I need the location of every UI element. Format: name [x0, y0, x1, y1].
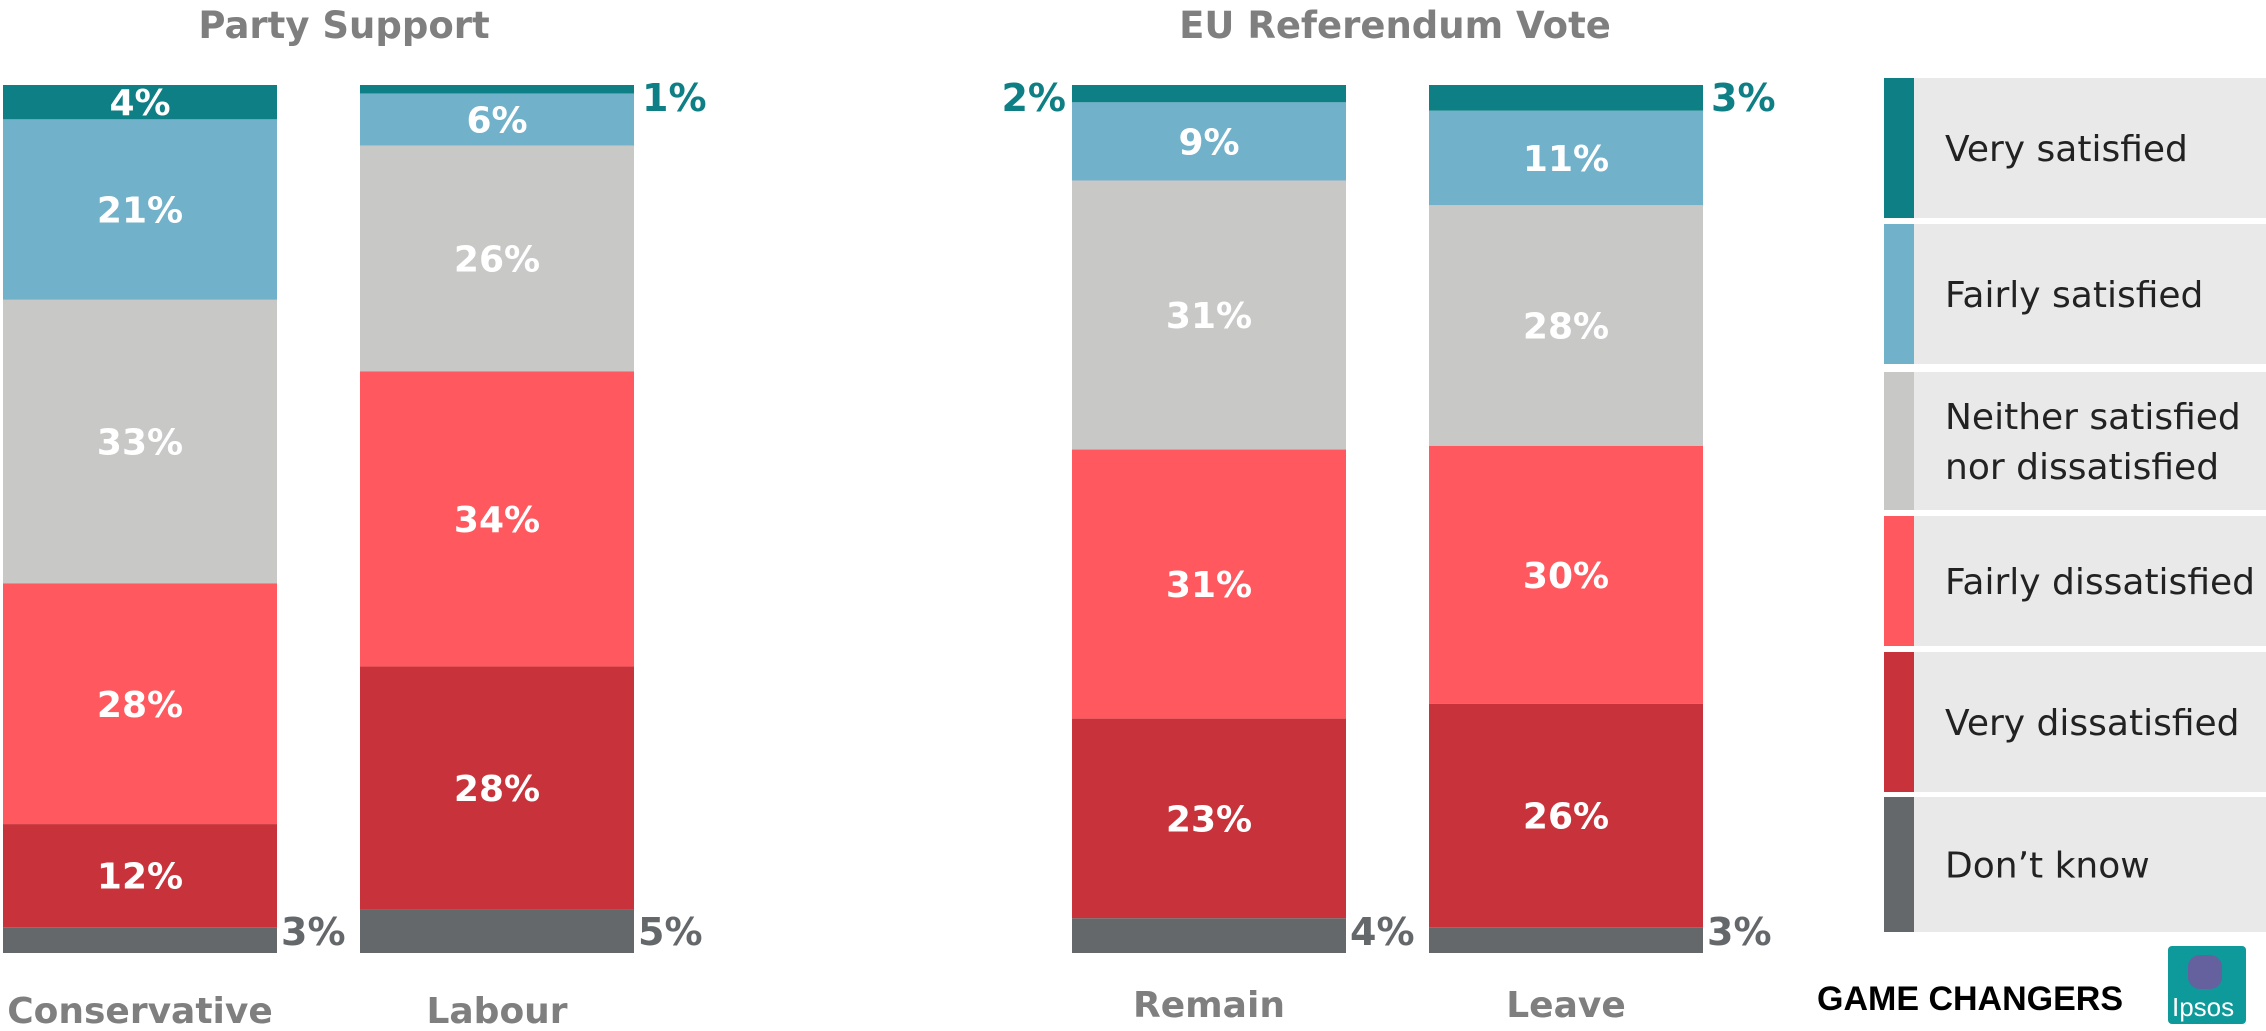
bar-segment-remain-2 — [1072, 180, 1346, 450]
data-label-conservative-2: 33% — [97, 423, 183, 464]
legend-item-5: Don’t know — [1884, 797, 2266, 932]
data-label-conservative-0: 4% — [109, 83, 170, 124]
data-label-labour-5: 5% — [638, 910, 703, 954]
data-label-leave-5: 3% — [1707, 910, 1772, 954]
data-label-labour-1: 6% — [466, 101, 527, 142]
legend-label: Don’t know — [1945, 846, 2150, 887]
brand-tagline: GAME CHANGERS — [1817, 980, 2123, 1018]
data-label-remain-1: 9% — [1178, 122, 1239, 163]
legend-bg — [1884, 372, 2266, 510]
category-label-leave: Leave — [1506, 985, 1626, 1026]
bar-segment-labour-2 — [360, 145, 634, 372]
legend-bg — [1884, 516, 2266, 646]
legend-label: Very dissatisfied — [1945, 703, 2240, 744]
bar-segment-conservative-1 — [3, 119, 277, 300]
legend-swatch — [1884, 652, 1914, 792]
legend-swatch — [1884, 78, 1914, 218]
bar-segment-conservative-5 — [3, 927, 277, 953]
bar-segment-leave-3 — [1429, 445, 1703, 704]
category-label-labour: Labour — [426, 991, 567, 1031]
data-label-leave-3: 30% — [1523, 556, 1609, 597]
legend-label: nor dissatisfied — [1945, 447, 2219, 488]
bar-segment-conservative-2 — [3, 299, 277, 584]
bar-segment-labour-3 — [360, 371, 634, 667]
legend-swatch — [1884, 797, 1914, 932]
chart-title-0: Party Support — [198, 4, 489, 47]
bar-segment-remain-4 — [1072, 718, 1346, 919]
legend-item-1: Fairly satisfied — [1884, 224, 2266, 364]
logo-text: Ipsos — [2172, 992, 2234, 1022]
legend-bg — [1884, 224, 2266, 364]
data-label-leave-1: 11% — [1523, 139, 1609, 180]
data-label-labour-2: 26% — [454, 240, 540, 281]
brand: GAME CHANGERS Ipsos — [1817, 946, 2246, 1024]
bar-segment-leave-0 — [1429, 85, 1703, 111]
data-label-conservative-3: 28% — [97, 685, 183, 726]
data-label-labour-0: 1% — [642, 76, 707, 120]
category-label-remain: Remain — [1133, 985, 1285, 1026]
legend-label: Very satisfied — [1945, 129, 2188, 170]
data-label-conservative-4: 12% — [97, 857, 183, 898]
data-label-labour-4: 28% — [454, 769, 540, 810]
bar-segment-conservative-4 — [3, 824, 277, 928]
legend-swatch — [1884, 372, 1914, 510]
bar-segment-leave-4 — [1429, 703, 1703, 928]
legend-label: Neither satisfied — [1945, 397, 2241, 438]
bar-segment-conservative-0 — [3, 85, 277, 120]
bar-segment-labour-0 — [360, 85, 634, 94]
legend-item-3: Fairly dissatisfied — [1884, 516, 2266, 646]
data-label-remain-3: 31% — [1166, 565, 1252, 606]
data-label-remain-4: 23% — [1166, 799, 1252, 840]
bar-segment-labour-4 — [360, 666, 634, 910]
ipsos-logo: Ipsos — [2168, 946, 2246, 1024]
data-label-remain-2: 31% — [1166, 296, 1252, 337]
legend-label: Fairly dissatisfied — [1945, 562, 2255, 603]
bar-segment-leave-1 — [1429, 110, 1703, 206]
data-label-conservative-5: 3% — [281, 910, 346, 954]
bar-segment-remain-1 — [1072, 102, 1346, 181]
legend-swatch — [1884, 516, 1914, 646]
legend-bg — [1884, 652, 2266, 792]
bar-segment-leave-5 — [1429, 927, 1703, 953]
chart-title-1: EU Referendum Vote — [1179, 4, 1611, 47]
data-label-leave-0: 3% — [1711, 76, 1776, 120]
legend-item-4: Very dissatisfied — [1884, 652, 2266, 792]
bar-segment-remain-3 — [1072, 449, 1346, 719]
category-label-conservative: Conservative — [7, 991, 273, 1031]
legend-swatch — [1884, 224, 1914, 364]
legend-item-0: Very satisfied — [1884, 78, 2266, 218]
bar-segment-remain-0 — [1072, 85, 1346, 103]
bar-segment-leave-2 — [1429, 205, 1703, 446]
legend-item-2: Neither satisfied nor dissatisfied — [1884, 372, 2266, 510]
legend-bg — [1884, 78, 2266, 218]
legend-bg — [1884, 797, 2266, 932]
data-label-remain-5: 4% — [1350, 910, 1415, 954]
bar-segment-conservative-3 — [3, 583, 277, 825]
data-label-leave-2: 28% — [1523, 307, 1609, 348]
data-label-remain-0: 2% — [1001, 76, 1066, 120]
bar-segment-labour-1 — [360, 93, 634, 146]
legend-label: Fairly satisfied — [1945, 275, 2203, 316]
bar-segment-remain-5 — [1072, 918, 1346, 953]
bar-segment-labour-5 — [360, 909, 634, 953]
data-label-labour-3: 34% — [454, 500, 540, 541]
data-label-conservative-1: 21% — [97, 191, 183, 232]
data-label-leave-4: 26% — [1523, 796, 1609, 837]
